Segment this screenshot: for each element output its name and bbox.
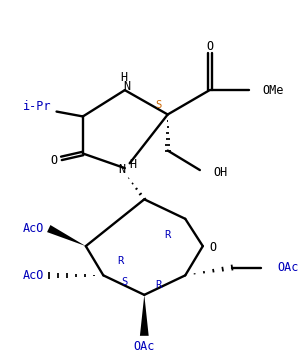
Text: O: O [50,154,57,167]
Text: S: S [122,277,128,287]
Text: AcO: AcO [23,222,44,235]
Text: OH: OH [213,165,228,178]
Text: R: R [165,230,171,241]
Text: OAc: OAc [134,340,155,353]
Text: H: H [129,158,136,171]
Text: OMe: OMe [262,84,284,97]
Polygon shape [47,225,86,246]
Text: N: N [123,80,130,93]
Text: O: O [209,241,216,253]
Text: i-Pr: i-Pr [23,100,51,113]
Text: H: H [120,71,127,84]
Text: N: N [118,163,126,176]
Text: R: R [117,256,123,266]
Text: R: R [155,280,161,290]
Text: S: S [155,100,161,110]
Text: O: O [206,40,213,53]
Text: AcO: AcO [23,269,44,282]
Text: OAc: OAc [277,261,298,274]
Polygon shape [140,295,149,336]
